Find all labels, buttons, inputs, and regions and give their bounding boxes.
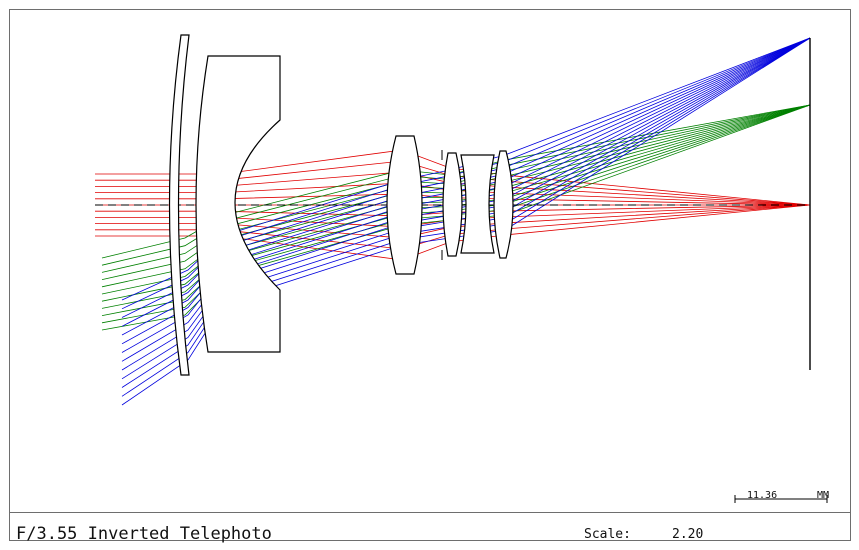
lens-layout-frame: 11.36 MM F/3.55 Inverted Telephoto Scale… xyxy=(9,9,851,544)
scale-bar-unit: MM xyxy=(817,490,830,501)
front-meniscus-lens xyxy=(168,34,190,376)
scale-value: 2.20 xyxy=(672,527,704,542)
aperture-group-lens xyxy=(386,135,423,275)
rear-biconvex-lens xyxy=(493,150,514,259)
scale-label: Scale: xyxy=(584,527,631,542)
caption-divider xyxy=(10,512,850,513)
scale-bar-value: 11.36 xyxy=(747,490,778,501)
optical-layout-diagram xyxy=(95,34,828,503)
biconcave-lens xyxy=(460,154,495,254)
negative-meniscus-lens xyxy=(195,55,281,353)
thin-biconvex-lens xyxy=(442,152,463,257)
lens-title: F/3.55 Inverted Telephoto xyxy=(16,524,272,544)
